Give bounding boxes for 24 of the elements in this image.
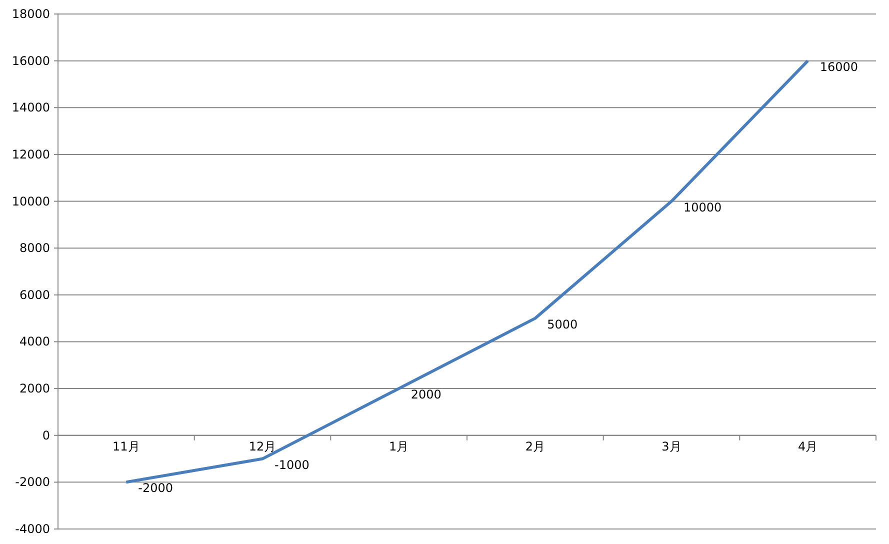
- y-tick-label: 10000: [12, 194, 50, 208]
- y-tick-label: 2000: [19, 382, 50, 396]
- y-tick-label: 4000: [19, 334, 50, 349]
- x-tick-label: 1月: [389, 439, 409, 454]
- y-tick-label: 18000: [12, 7, 50, 21]
- y-tick-label: 0: [42, 428, 50, 442]
- y-tick-label: 12000: [12, 147, 50, 162]
- y-tick-label: 8000: [19, 241, 50, 256]
- y-tick-label: -2000: [15, 475, 50, 490]
- x-tick-label: 3月: [662, 439, 682, 454]
- y-tick-label: -4000: [15, 522, 50, 536]
- data-label: -2000: [138, 481, 174, 496]
- y-tick-label: 14000: [12, 100, 50, 115]
- data-label: -1000: [274, 458, 310, 472]
- data-label: 2000: [410, 388, 442, 402]
- y-tick-label: 6000: [19, 288, 50, 302]
- x-tick-label: 2月: [525, 439, 545, 454]
- x-tick-label: 12月: [248, 439, 276, 454]
- x-tick-label: 4月: [798, 439, 818, 454]
- data-label: 10000: [684, 200, 722, 214]
- data-label: 5000: [547, 317, 578, 332]
- y-tick-label: 16000: [12, 54, 50, 68]
- data-label: 16000: [820, 60, 858, 74]
- x-tick-label: 11月: [112, 439, 140, 454]
